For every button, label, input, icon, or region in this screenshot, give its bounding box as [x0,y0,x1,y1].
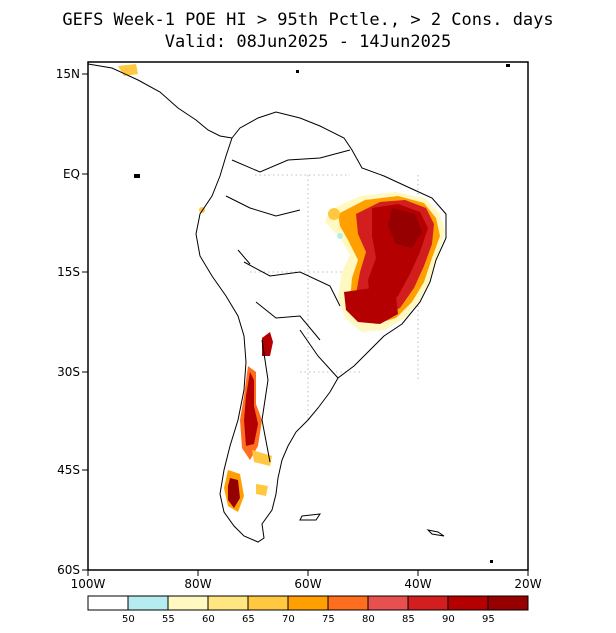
colorbar-level-label: 85 [402,614,415,625]
colorbar-level-label: 80 [362,614,375,625]
colorbar-level-label: 60 [202,614,215,625]
heat-region-andes-north [262,332,273,356]
island-galapagos [134,174,140,178]
colorbar-level-label: 65 [242,614,255,625]
colorbar-level-label: 70 [282,614,295,625]
lat-label-45s: 45S [57,463,80,477]
heat-spot-interior [328,208,340,220]
colorbar-level-label: 75 [322,614,335,625]
colorbar-swatch [207,595,249,611]
border-lines [225,149,351,463]
colorbar-swatch [127,595,169,611]
lat-label-15n: 15N [56,67,80,81]
heat-spot-south [337,233,343,239]
heat-region-patagonia-strip [252,450,272,466]
colorbar-swatch [407,595,449,611]
colorbar-level-label: 50 [122,614,135,625]
lon-axis [87,570,529,576]
colorbar-level-label: 90 [442,614,455,625]
lat-label-30s: 30S [57,365,80,379]
lat-label-15s: 15S [57,265,80,279]
colorbar-swatch [247,595,289,611]
coastlines [88,63,447,543]
heat-region-brazil-peak [388,208,422,248]
lat-axis [82,73,88,571]
lon-label-40w: 40W [404,577,431,591]
lon-label-20w: 20W [514,577,541,591]
lon-label-60w: 60W [294,577,321,591]
lat-label-60s: 60S [57,563,80,577]
colorbar [87,595,529,611]
island-caribbean-1 [296,70,299,73]
heat-region-chile-south [228,478,240,508]
coast-south-georgia [426,529,445,537]
colorbar-swatch [167,595,209,611]
colorbar-swatch [287,595,329,611]
heat-spot-central-america [118,64,138,76]
coast-south-america-outline [195,111,447,543]
island-caribbean-2 [506,64,510,67]
heat-spot-patagonia [256,484,268,496]
islands [134,64,510,563]
map-title-line1: GEFS Week-1 POE HI > 95th Pctle., > 2 Co… [62,10,554,30]
heat-region-chile-central [244,372,258,446]
colorbar-level-label: 95 [482,614,495,625]
lon-label-100w: 100W [71,577,106,591]
heat-shading-andes [118,64,273,512]
coast-falklands [299,513,322,521]
heat-shading [325,192,445,332]
lat-label-eq: EQ [63,167,80,181]
map-title-line2: Valid: 08Jun2025 - 14Jun2025 [164,32,452,52]
colorbar-swatch [367,595,409,611]
colorbar-swatch [327,595,369,611]
island-atlantic [490,560,493,563]
coast-central-america [88,63,233,139]
colorbar-level-label: 55 [162,614,175,625]
heat-region-interior [344,288,398,324]
colorbar-swatch [447,595,489,611]
colorbar-swatch [487,595,529,611]
lon-label-80w: 80W [184,577,211,591]
colorbar-swatch [87,595,129,611]
